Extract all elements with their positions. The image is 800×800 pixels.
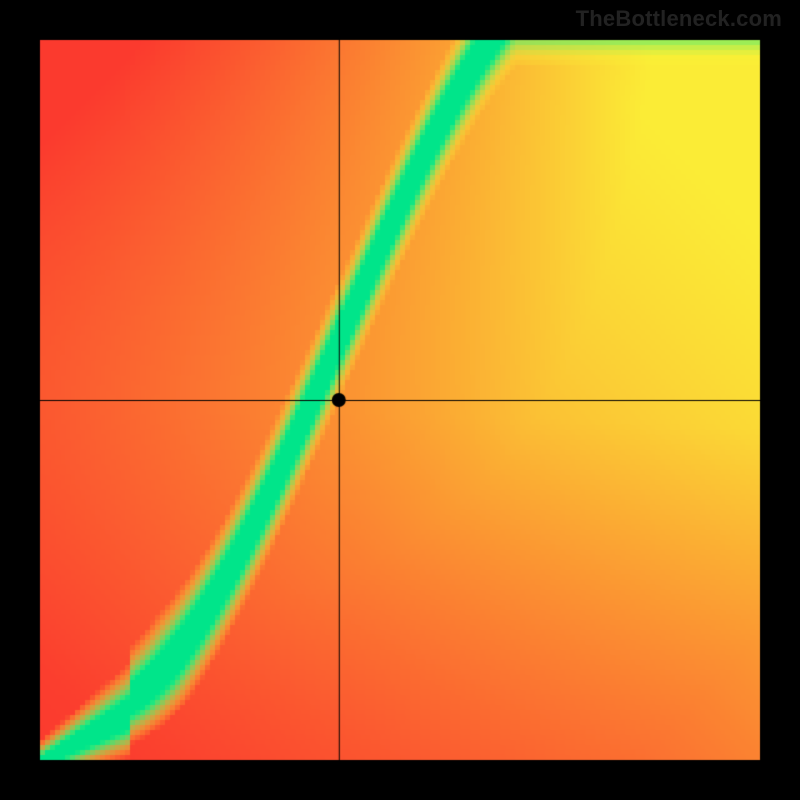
heatmap-canvas xyxy=(0,0,800,800)
chart-container: TheBottleneck.com xyxy=(0,0,800,800)
watermark-text: TheBottleneck.com xyxy=(576,6,782,32)
